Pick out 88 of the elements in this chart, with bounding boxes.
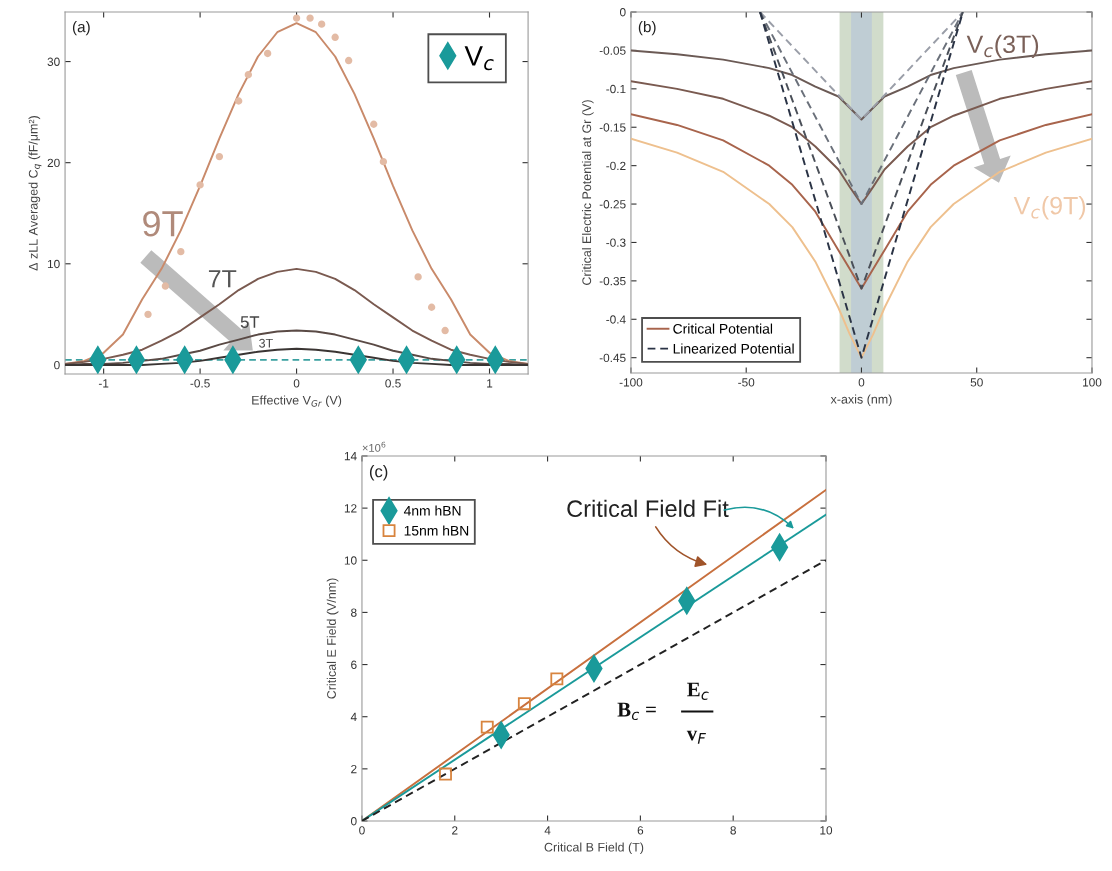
point: [439, 767, 452, 781]
legend-label: V$_{c}$: [464, 46, 494, 71]
x-axis-title: Effective V$_{Gr}$ (V): [252, 395, 342, 408]
x-tick-label: 4: [544, 826, 551, 835]
y-tick-label: 2: [351, 764, 357, 774]
annotation: (a): [72, 21, 90, 36]
point: [235, 97, 243, 105]
x-axis-title: x-axis (nm): [830, 394, 892, 407]
point: [370, 120, 378, 128]
y-tick-label: -0.25: [599, 200, 626, 209]
y-tick-label: -0.3: [606, 238, 626, 247]
annotation: 3T: [259, 338, 273, 348]
point: [427, 303, 436, 311]
legend-label: 15nm hBN: [404, 525, 469, 536]
y-tick-label: -0.15: [599, 123, 626, 132]
legend-label: Linearized Potential: [673, 343, 794, 354]
y-tick-label: 8: [351, 608, 357, 617]
x-tick-label: 0: [359, 826, 365, 835]
annotation: 9T: [143, 210, 183, 237]
point: [244, 71, 253, 79]
x-tick-label: 8: [730, 826, 736, 835]
x-tick-label: 100: [1083, 378, 1102, 387]
y-tick-label: -0.05: [599, 46, 626, 55]
y-axis-title: Δ zLL Averaged C$_{q}$ (fF/μm²): [28, 116, 42, 271]
y-tick-label: -0.2: [606, 161, 626, 171]
y-axis-title: Critical E Field (V/nm): [326, 578, 339, 699]
point: [215, 152, 224, 161]
y-tick-label: 10: [47, 259, 60, 269]
y-tick-label: 0: [619, 8, 626, 17]
y-axis-title: Critical Electric Potential at Gr (V): [581, 100, 594, 285]
x-tick-label: 2: [452, 826, 458, 835]
line-series: [65, 267, 529, 365]
x-tick-label: -1: [98, 379, 109, 388]
x-tick-label: 1: [487, 379, 493, 388]
y-tick-label: 0: [350, 817, 357, 826]
x-tick-label: -0.5: [190, 379, 210, 388]
annotation: 7T: [208, 270, 237, 288]
x-axis-title: Critical B Field (T): [544, 842, 644, 855]
y-tick-label: -0.45: [599, 353, 626, 363]
legend-label: Critical Potential: [673, 323, 773, 334]
y-tick-label: 4: [350, 712, 357, 721]
line-series: [630, 113, 1092, 290]
y-tick-label: -0.4: [606, 315, 626, 324]
x-tick-label: 6: [637, 826, 644, 835]
x-tick-label: 50: [970, 378, 983, 387]
annotation: 5T: [240, 316, 260, 328]
y-tick-label: 10: [344, 556, 357, 565]
point: [306, 14, 314, 22]
x-tick-label: 0.5: [385, 379, 401, 388]
x-tick-label: -100: [619, 378, 643, 387]
annotation: V$_{c}$(9T): [1013, 196, 1086, 220]
y-tick-label: -0.1: [606, 84, 626, 94]
y-tick-label: 12: [344, 504, 357, 513]
y-tick-label: 14: [344, 452, 357, 461]
point: [177, 247, 185, 256]
point: [317, 20, 326, 28]
annotation: V$_{c}$(3T): [966, 34, 1039, 59]
legend-label: 4nm hBN: [403, 505, 461, 516]
x-tick-label: 0: [858, 378, 865, 387]
line-series: [630, 137, 1092, 359]
point: [550, 672, 564, 686]
annotation: Critical Field Fit: [567, 499, 729, 518]
y-tick-label: 0: [54, 360, 60, 370]
x-tick-label: -50: [738, 378, 755, 387]
point: [517, 697, 531, 711]
point: [441, 326, 449, 335]
y-tick-label: 6: [351, 660, 357, 669]
text: ×10$^{6}$: [362, 441, 386, 452]
point: [144, 310, 152, 319]
annotation: (c): [369, 465, 388, 481]
annotation: v$_{F}$: [686, 730, 706, 744]
x-tick-label: 0: [293, 379, 300, 388]
y-tick-label: 30: [47, 57, 60, 66]
y-tick-label: -0.35: [599, 276, 626, 286]
annotation: E$_{c}$: [687, 682, 709, 700]
point: [263, 49, 272, 58]
annotation: B$_{c}$ =: [617, 702, 656, 721]
point: [414, 273, 422, 281]
point: [161, 282, 170, 290]
y-tick-label: 20: [47, 158, 60, 168]
point: [331, 33, 339, 41]
point: [480, 720, 494, 734]
point: [379, 157, 388, 166]
x-tick-label: 10: [820, 826, 833, 835]
annotation: (b): [638, 21, 656, 36]
point: [292, 14, 301, 22]
point: [196, 181, 204, 189]
point: [344, 56, 353, 65]
